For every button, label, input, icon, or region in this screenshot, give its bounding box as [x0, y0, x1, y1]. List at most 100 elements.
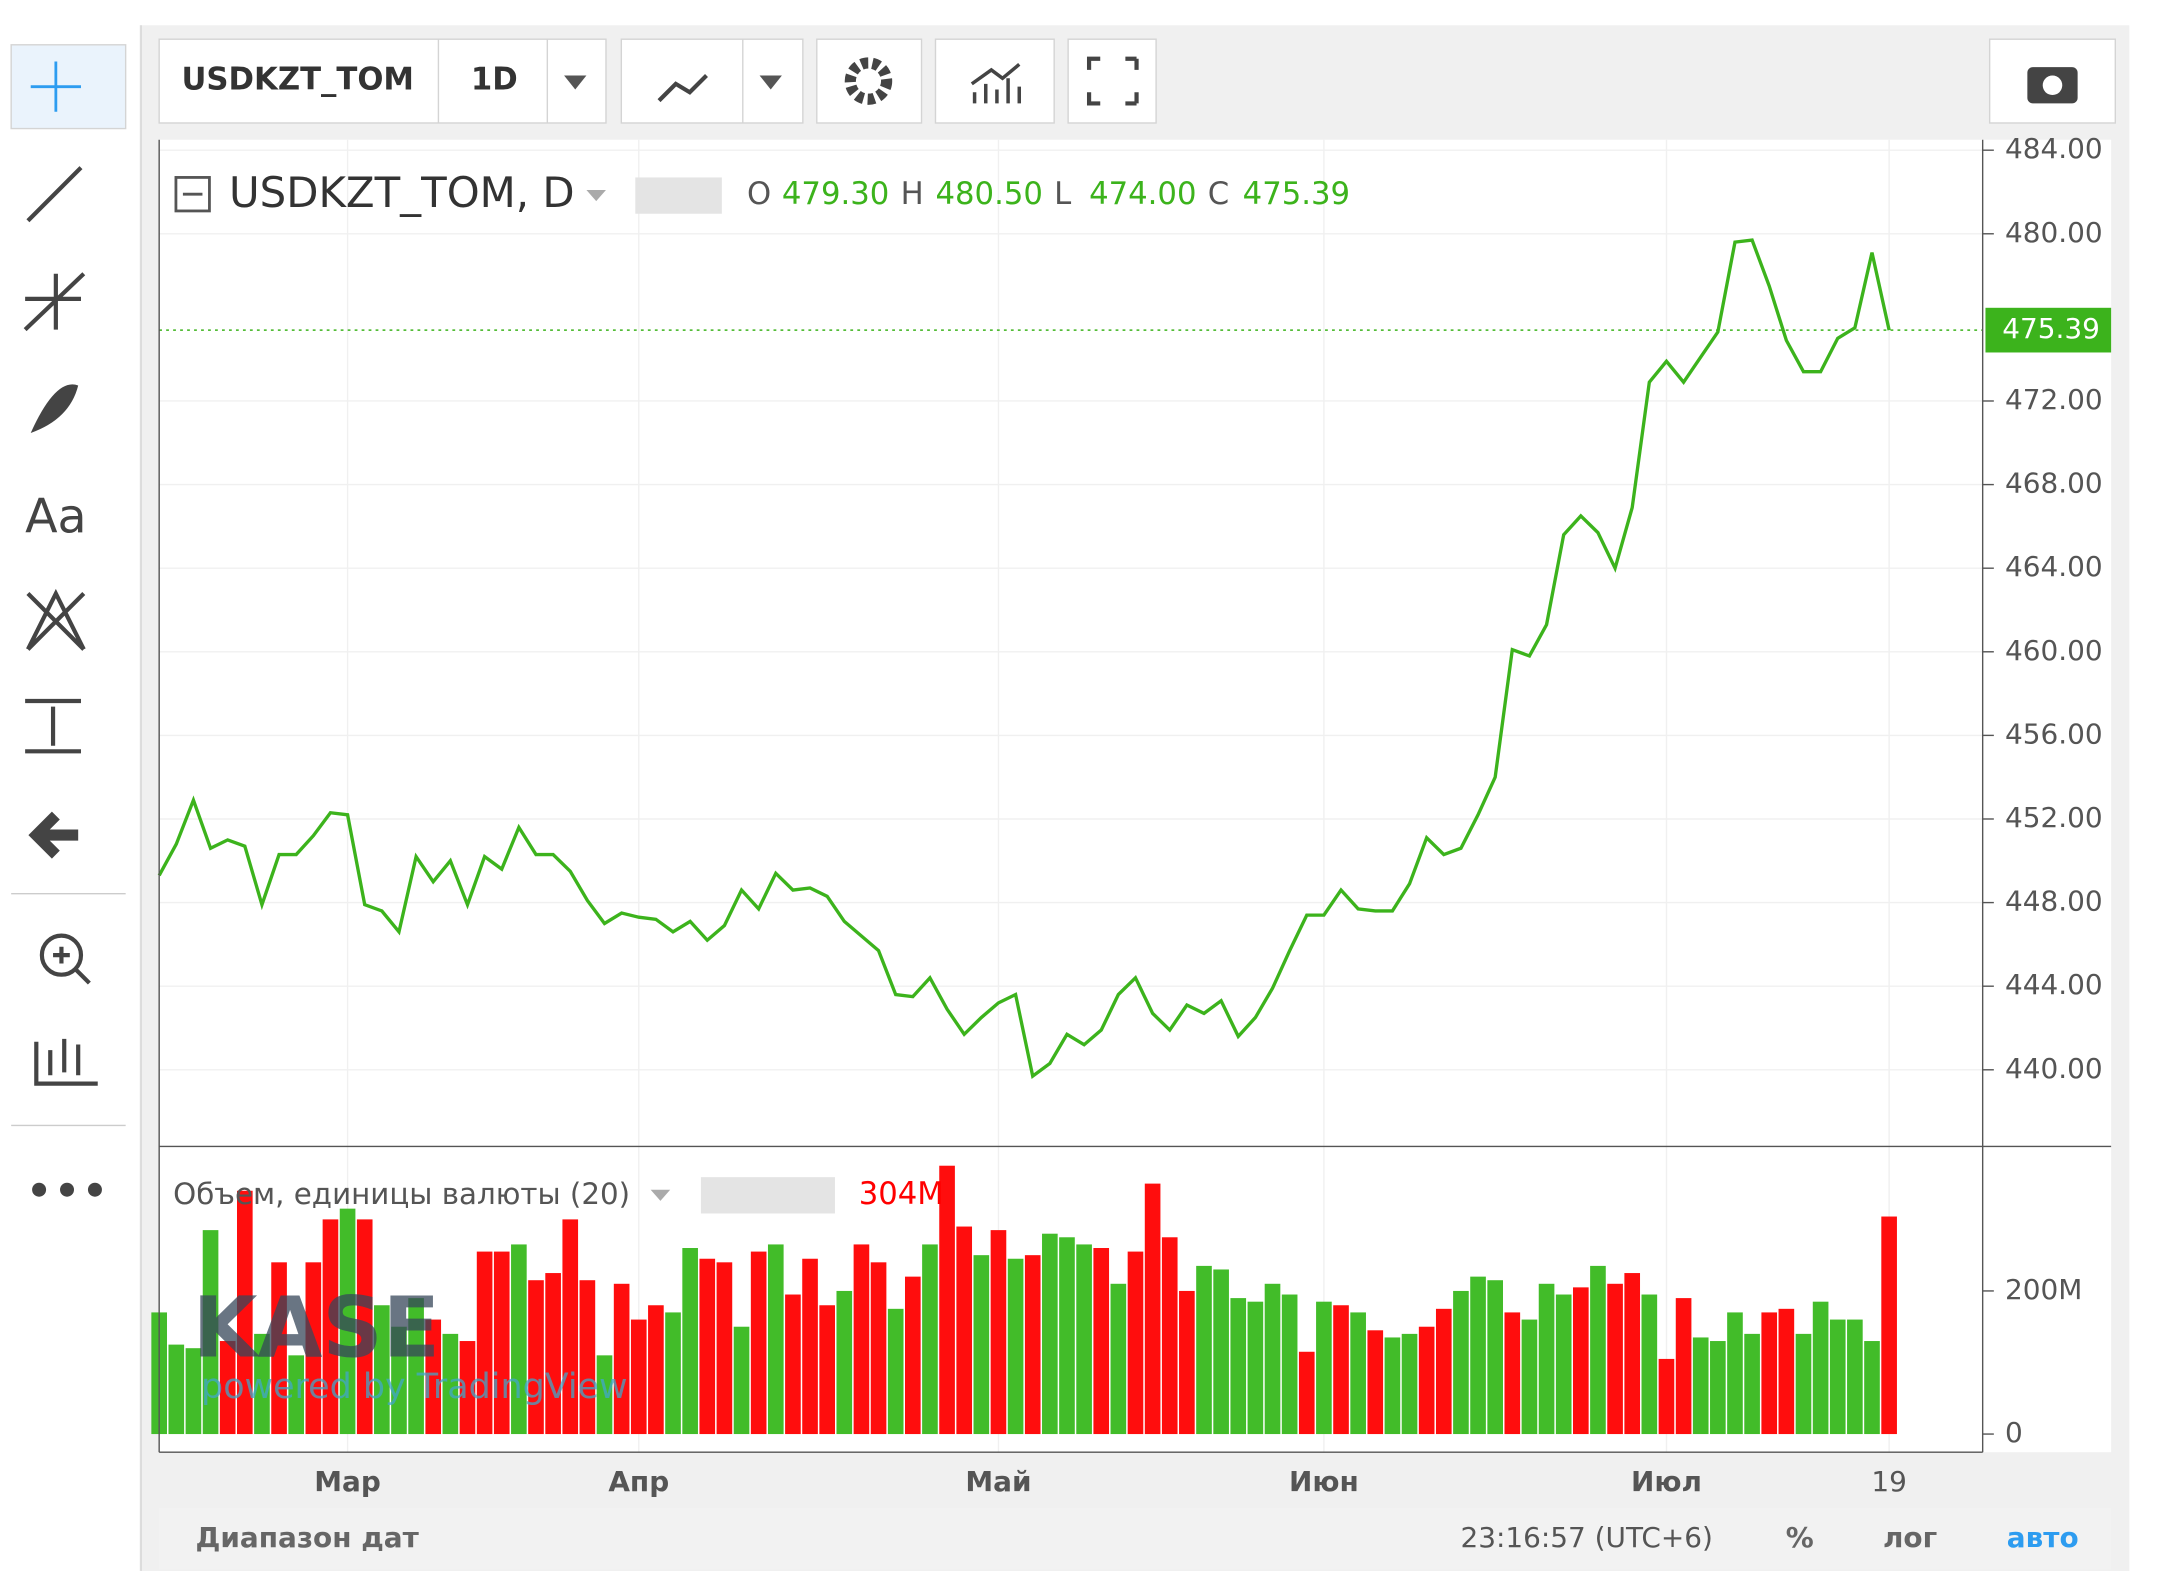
volume-bar [1076, 1244, 1092, 1435]
volume-bar [1230, 1298, 1247, 1435]
volume-bar [1555, 1294, 1572, 1435]
y-tick-label: 468.00 [2005, 467, 2103, 500]
legend-title: USDKZT_TOM, D [229, 168, 575, 217]
y-tick-label: 440.00 [2005, 1052, 2103, 1085]
chart-style-icon [657, 74, 708, 103]
pattern-tool[interactable] [26, 588, 86, 651]
volume-bar [1778, 1308, 1795, 1435]
fullscreen-icon [1086, 56, 1139, 106]
volume-bar [733, 1326, 750, 1435]
volume-bar [168, 1344, 185, 1435]
volume-tick-label: 200M [2005, 1273, 2082, 1306]
crosshair-icon [30, 61, 81, 112]
volume-bar [1812, 1301, 1829, 1435]
plot: 475.39 [151, 238, 2112, 1435]
camera-lens [2042, 75, 2063, 96]
interval-dropdown[interactable] [564, 75, 587, 90]
volume-bar [1641, 1294, 1658, 1435]
volume-bar [305, 1262, 322, 1435]
volume-bar [1024, 1255, 1041, 1435]
brush-tool[interactable] [30, 384, 79, 433]
trend-line-tool[interactable] [26, 166, 83, 223]
volume-buttons[interactable] [700, 1177, 835, 1214]
more-tools[interactable] [32, 1182, 102, 1197]
volume-bar [288, 1355, 305, 1435]
volume-bar [1538, 1283, 1555, 1435]
indicators-icon [970, 62, 1022, 104]
volume-bar [1744, 1333, 1760, 1435]
percent-toggle[interactable]: % [1786, 1521, 1814, 1554]
text-tool[interactable]: Aa [25, 490, 87, 545]
settings-button[interactable] [816, 38, 923, 124]
volume-bar [1401, 1333, 1418, 1435]
volume-bar [1316, 1301, 1332, 1435]
volume-bar [836, 1290, 853, 1435]
date-range[interactable]: Диапазон дат [195, 1521, 419, 1554]
volume-bar [904, 1276, 921, 1435]
y-tick-label: 480.00 [2005, 216, 2103, 249]
price-line [157, 238, 1891, 1079]
volume-bar [1418, 1326, 1435, 1435]
volume-bar [648, 1305, 664, 1435]
volume-dropdown[interactable] [650, 1189, 671, 1201]
volume-bar [1093, 1248, 1110, 1435]
back-tool[interactable] [28, 811, 79, 859]
volume-bar [956, 1226, 973, 1435]
symbol-label: USDKZT_TOM [182, 62, 414, 98]
watermark-brand: KASE [193, 1278, 440, 1376]
volume-bar [853, 1244, 870, 1435]
symbol-button[interactable] [158, 38, 607, 124]
volume-bar [562, 1219, 579, 1435]
y-tick-label: 448.00 [2005, 885, 2103, 918]
volume-bar [511, 1244, 527, 1435]
chart-area [159, 139, 2112, 1453]
volume-bar [322, 1219, 339, 1435]
volume-bar [1727, 1312, 1743, 1435]
volume-bar [442, 1333, 459, 1435]
volume-bar [493, 1251, 510, 1435]
zoom-icon [53, 946, 91, 985]
legend: USDKZT_TOM, D O 479.30 H 480.50 L 474.00 C 475.… [173, 168, 1350, 1214]
style-dropdown[interactable] [759, 75, 782, 90]
measure-ruler-tool[interactable] [34, 1038, 98, 1086]
volume-bar [1007, 1258, 1024, 1435]
y-tick-label: 464.00 [2005, 550, 2103, 583]
volume-bar [665, 1312, 681, 1435]
volume-bar [973, 1255, 990, 1435]
volume-bar [887, 1308, 904, 1435]
volume-bar [1504, 1312, 1521, 1435]
volume-bar [1298, 1351, 1315, 1435]
volume-bar [870, 1262, 887, 1435]
zoom-tool[interactable] [39, 933, 84, 977]
y-tick-label: 484.00 [2005, 132, 2103, 165]
log-toggle[interactable]: лог [1883, 1521, 1937, 1554]
clock: 23:16:57 (UTC+6) [1460, 1521, 1712, 1554]
ohlc-label: H [901, 176, 924, 212]
volume-bar [202, 1230, 219, 1435]
volume-bar [1487, 1280, 1503, 1435]
volume-bar [1710, 1341, 1726, 1435]
fullscreen-button[interactable] [1067, 38, 1157, 124]
volume-bar [1829, 1319, 1846, 1435]
ohlc-value: 474.00 [1089, 176, 1196, 212]
pitchfork-tool[interactable] [23, 272, 86, 332]
ohlc-value: 479.30 [782, 176, 889, 212]
interval-label[interactable]: 1D [471, 62, 518, 98]
volume-bar [819, 1305, 835, 1435]
volume-bar [750, 1251, 767, 1435]
volume-bar [1675, 1298, 1692, 1435]
volume-bar [1384, 1337, 1401, 1435]
grid: 440.00 444.00 448.00 452.00 456.00 460.00 464.… [159, 132, 2103, 1498]
volume-bar [391, 1326, 407, 1435]
measure-tool[interactable] [25, 698, 81, 754]
legend-dropdown[interactable] [586, 189, 606, 202]
legend-buttons[interactable] [635, 177, 722, 214]
volume-bar [990, 1230, 1007, 1435]
volume-bar [356, 1219, 373, 1435]
auto-toggle[interactable]: авто [2007, 1521, 2079, 1554]
volume-bar [1692, 1337, 1709, 1435]
indicators-button[interactable] [934, 38, 1055, 124]
ohlc-label: C [1208, 176, 1229, 212]
volume-bar [545, 1273, 561, 1435]
volume-bar [716, 1262, 733, 1435]
